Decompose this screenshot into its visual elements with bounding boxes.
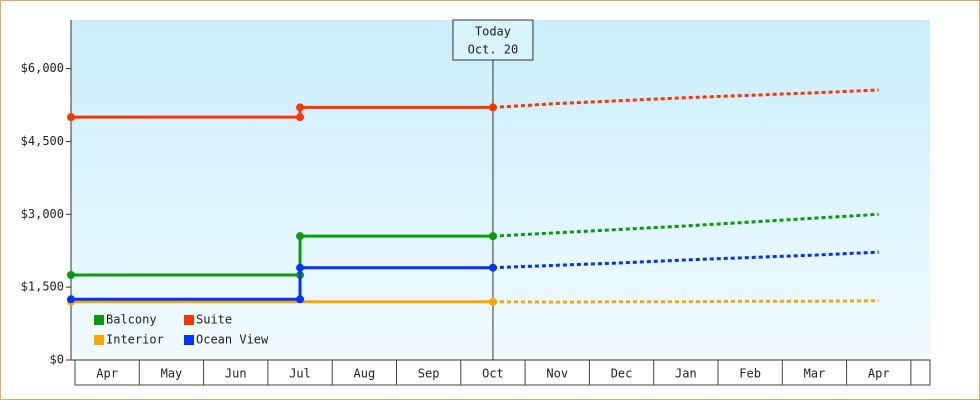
point: [488, 103, 497, 112]
legend-label: Ocean View: [196, 333, 269, 347]
forecast-line: [492, 250, 879, 270]
x-tick-label: Dec: [611, 367, 633, 381]
series-line: [71, 266, 493, 301]
x-axis-band: [74, 359, 931, 386]
point: [296, 232, 305, 241]
point: [296, 295, 305, 304]
x-tick-label: Jun: [225, 367, 247, 381]
legend-label: Interior: [106, 333, 164, 347]
legend-swatch: [94, 335, 104, 345]
plot-area: [71, 20, 930, 360]
point: [488, 263, 497, 272]
point: [296, 113, 305, 122]
point: [488, 232, 497, 241]
y-tick-label: $1,500: [21, 280, 64, 294]
x-tick-label: Feb: [739, 367, 761, 381]
forecast-line: [492, 212, 879, 238]
point: [67, 113, 75, 122]
x-tick-label: Apr: [96, 367, 118, 381]
x-tick-label: Jul: [289, 367, 311, 381]
forecast-line: [492, 88, 879, 109]
x-tick-label: Jan: [675, 367, 697, 381]
y-tick-label: $4,500: [21, 134, 64, 148]
legend-label: Suite: [196, 313, 232, 327]
x-tick-label: Sep: [418, 367, 440, 381]
today-box: [452, 19, 534, 61]
x-tick-label: Aug: [354, 367, 376, 381]
y-tick-label: $6,000: [21, 61, 64, 75]
x-tick-label: Nov: [546, 367, 568, 381]
today-label: Oct. 20: [468, 43, 519, 57]
legend-swatch: [184, 335, 194, 345]
forecast-line: [492, 299, 879, 304]
series-line: [71, 234, 493, 277]
y-tick-label: $3,000: [21, 207, 64, 221]
point: [67, 295, 75, 304]
y-tick-label: $0: [50, 353, 64, 367]
x-tick-label: Oct: [482, 367, 504, 381]
point: [67, 271, 75, 279]
x-tick-label: Mar: [804, 367, 826, 381]
series-line: [71, 105, 493, 119]
legend-swatch: [94, 315, 104, 325]
x-tick-label: May: [161, 367, 183, 381]
today-label: Today: [475, 25, 511, 39]
point: [488, 297, 497, 306]
x-tick-label: Apr: [868, 367, 890, 381]
point: [296, 103, 305, 112]
legend-label: Balcony: [106, 313, 157, 327]
point: [296, 263, 305, 272]
legend-swatch: [184, 315, 194, 325]
